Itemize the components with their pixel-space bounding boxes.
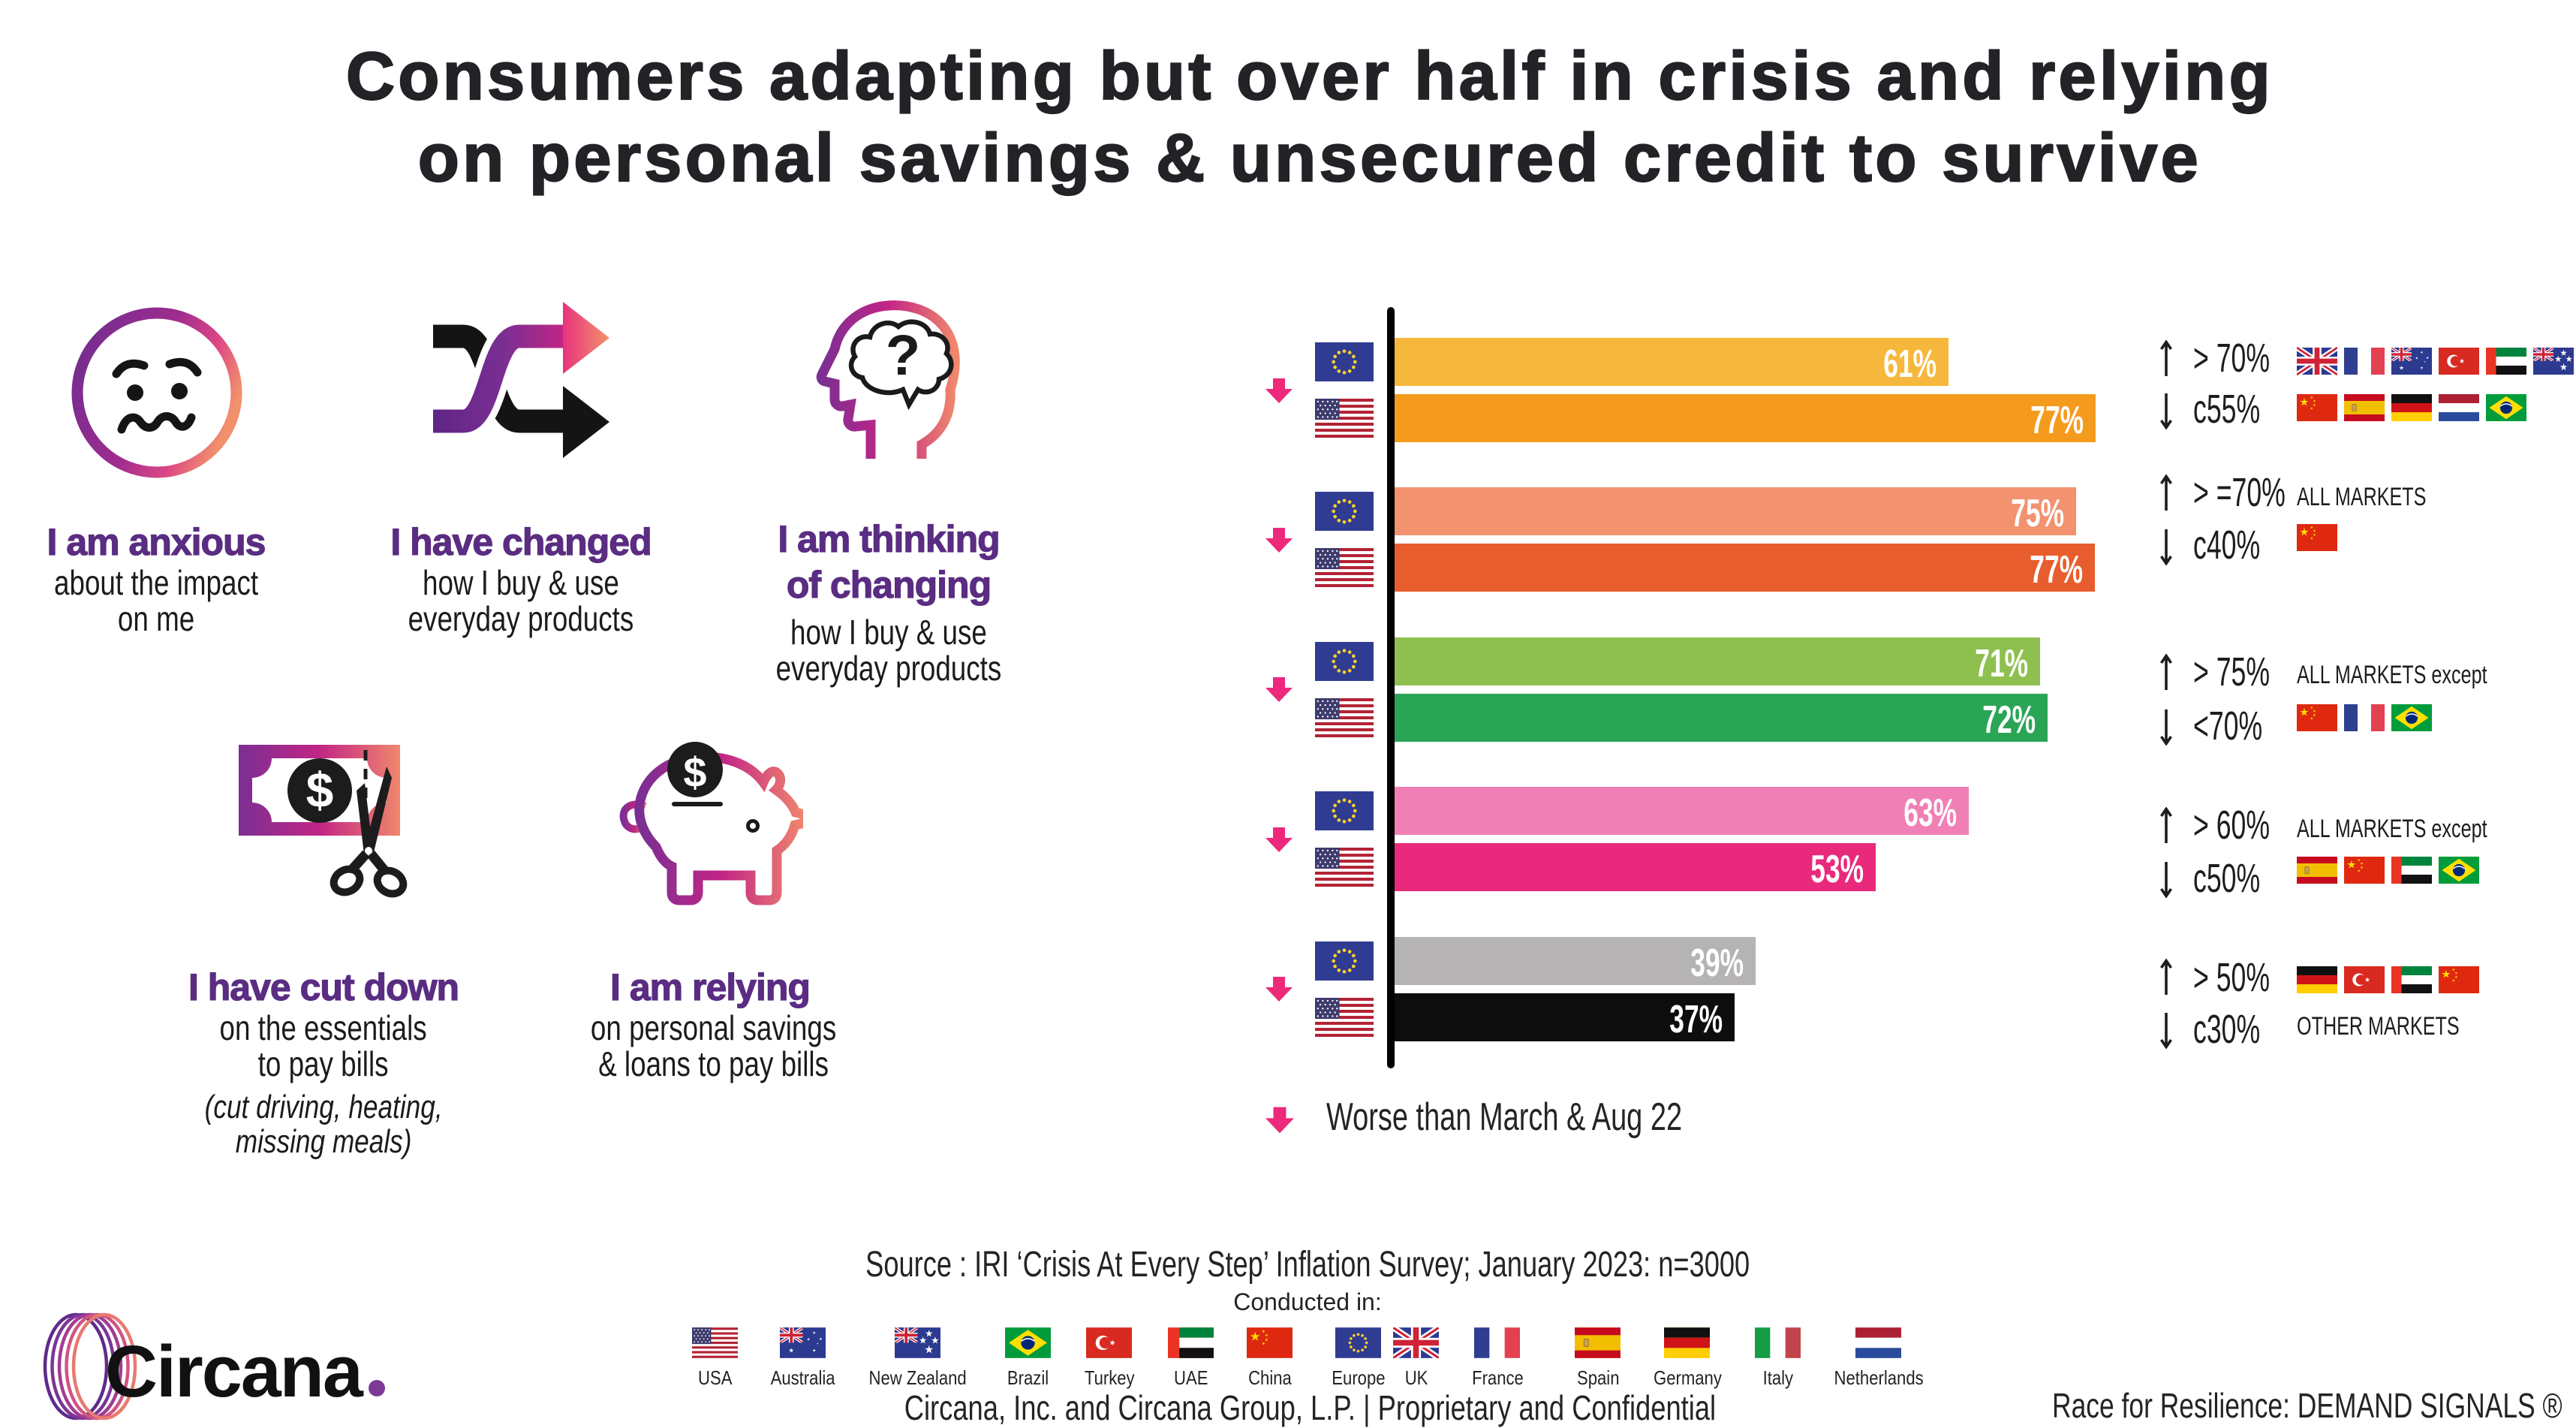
svg-text:$: $ bbox=[683, 749, 706, 796]
svg-text:Circana: Circana bbox=[105, 1330, 364, 1412]
svg-text:$: $ bbox=[306, 762, 334, 818]
svg-text:?: ? bbox=[886, 324, 920, 387]
